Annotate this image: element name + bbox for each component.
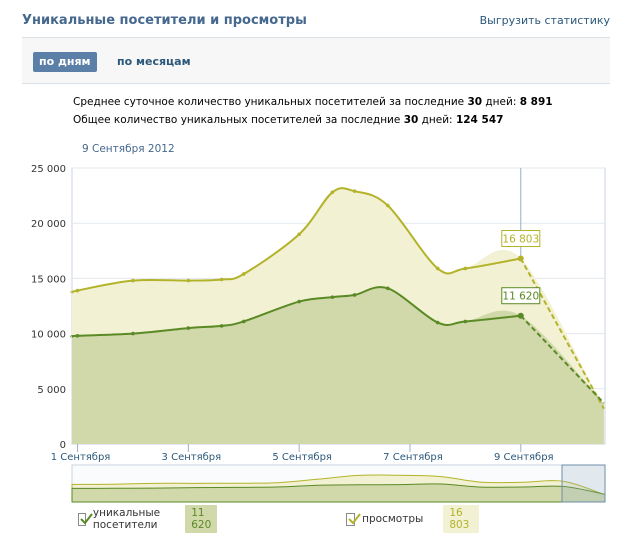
y-tick-label: 10 000	[31, 330, 66, 341]
y-tick-label: 0	[60, 440, 66, 451]
legend-visitors-label: уникальные посетители	[92, 507, 161, 531]
x-tick-label: 5 Сентября	[272, 452, 332, 463]
visitors-point	[330, 295, 335, 299]
views-point	[352, 189, 357, 193]
visitors-point	[435, 320, 440, 325]
check-icon	[80, 512, 93, 525]
tab-by-days[interactable]: по дням	[33, 52, 97, 72]
summary-total-value: 124 547	[455, 114, 504, 126]
export-statistics-link[interactable]: Выгрузить статистику	[479, 14, 610, 27]
views-point	[131, 278, 135, 283]
views-point	[297, 232, 301, 237]
legend-visitors: уникальные посетители 11 620	[78, 505, 218, 533]
check-icon	[348, 512, 361, 525]
visitors-point	[517, 312, 524, 319]
legend-visitors-value: 11 620	[185, 505, 218, 533]
views-point	[75, 288, 80, 293]
views-point	[219, 277, 224, 282]
summary-total-days: 30	[403, 114, 419, 126]
views-value-text: 16 803	[502, 233, 539, 245]
visitors-checkbox[interactable]	[78, 512, 93, 526]
legend-views: просмотры 16 803	[346, 505, 480, 533]
y-tick-label: 20 000	[31, 219, 66, 230]
visitors-value-text: 11 620	[502, 291, 539, 303]
x-tick-label: 1 Сентября	[51, 452, 111, 463]
legend-views-label: просмотры	[362, 513, 424, 525]
x-tick-label: 9 Сентября	[494, 452, 554, 463]
visitors-value-label: 11 620	[501, 287, 541, 305]
views-point	[241, 272, 246, 276]
visitors-overview-area	[71, 483, 606, 503]
views-point	[463, 266, 468, 271]
summary-average-prefix: Среднее суточное количество уникальных п…	[73, 96, 468, 108]
hover-date-label: 9 Сентября 2012	[82, 143, 175, 155]
x-tick-label: 3 Сентября	[162, 452, 222, 463]
summary-average: Среднее суточное количество уникальных п…	[73, 96, 553, 108]
views-point	[435, 266, 440, 271]
visitors-point	[241, 319, 246, 324]
views-point	[330, 190, 335, 195]
overview-range-selector	[561, 464, 606, 503]
views-point	[386, 203, 390, 208]
y-tick-label: 25 000	[31, 164, 66, 175]
visitors-point	[186, 326, 191, 330]
summary-average-days: 30	[467, 96, 483, 108]
visitors-point	[463, 319, 468, 324]
period-tabs: по дням по месяцам	[22, 37, 610, 84]
visitors-point	[386, 286, 390, 291]
summary-total: Общее количество уникальных посетителей …	[73, 114, 503, 126]
visitors-forecast-line	[520, 315, 605, 404]
visitors-point	[219, 324, 224, 328]
summary-total-prefix: Общее количество уникальных посетителей …	[73, 114, 404, 126]
visitors-point	[75, 334, 80, 338]
views-value-label: 16 803	[501, 229, 541, 247]
y-tick-label: 5 000	[37, 385, 66, 396]
summary-total-mid: дней:	[418, 114, 456, 126]
visitors-value-box	[501, 287, 541, 305]
page-title: Уникальные посетители и просмотры	[22, 13, 307, 28]
visitors-point	[352, 293, 357, 297]
header: Уникальные посетители и просмотры Выгруз…	[0, 0, 630, 36]
tab-by-months[interactable]: по месяцам	[117, 55, 191, 68]
visitors-point	[297, 299, 301, 304]
x-tick-label: 7 Сентября	[383, 452, 443, 463]
summary-average-mid: дней:	[482, 96, 520, 108]
views-value-box	[501, 229, 541, 247]
visitors-chart[interactable]: 0 5 000 10 000 15 000 20 000 25 000 1 Сентября…	[0, 150, 630, 505]
views-checkbox[interactable]	[346, 512, 361, 526]
views-point	[186, 278, 191, 283]
visitors-area	[71, 287, 604, 444]
visitors-point	[131, 331, 135, 336]
y-tick-label: 15 000	[31, 274, 66, 285]
legend-views-value: 16 803	[443, 505, 480, 533]
views-point	[517, 255, 524, 262]
summary-average-value: 8 891	[519, 96, 553, 108]
